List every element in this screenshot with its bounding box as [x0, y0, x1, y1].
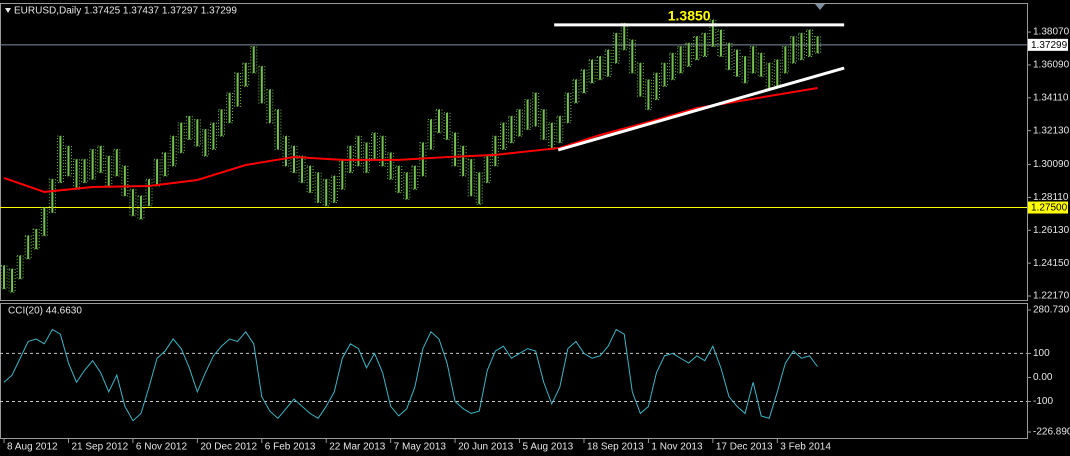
menu-arrow[interactable] [5, 8, 11, 13]
y-tick-label: 1.22170 [1033, 291, 1070, 302]
price-label-box [1028, 38, 1068, 51]
y-tick-label: 1.32130 [1033, 125, 1070, 136]
y-tick-label: 1.36090 [1033, 60, 1070, 71]
x-tick-label: 3 Feb 2014 [780, 442, 831, 453]
x-tick-label: 7 May 2013 [394, 442, 447, 453]
y-tick-label: 1.38070 [1033, 27, 1070, 38]
y-tick-label: 1.28110 [1033, 192, 1069, 203]
x-tick-label: 8 Aug 2012 [7, 442, 58, 453]
moving-average [3, 87, 818, 193]
trend-line [557, 66, 845, 152]
y-tick-label: 1.30090 [1033, 159, 1070, 170]
x-tick-label: 1 Nov 2013 [651, 442, 703, 453]
x-tick-label: 22 Mar 2013 [329, 442, 386, 453]
cci-panel [0, 303, 1028, 439]
y-tick-label: 1.24150 [1033, 258, 1070, 269]
x-tick-label: 18 Sep 2013 [587, 442, 644, 453]
y-tick-label: -100 [1033, 396, 1053, 407]
x-tick-label: 20 Jun 2013 [458, 442, 513, 453]
y-tick-label: 100 [1033, 348, 1050, 359]
price-label: 1.37299 [1031, 40, 1068, 51]
shift-marker [815, 4, 825, 10]
trend-line-label: 1.3850 [668, 8, 711, 24]
y-tick-label: 1.34110 [1033, 92, 1069, 103]
chart-title: EURUSD,Daily 1.37425 1.37437 1.37297 1.3… [14, 6, 237, 17]
cci-line [3, 328, 818, 422]
y-tick-label: 0.00 [1033, 372, 1053, 383]
y-tick-label: -226.8905 [1033, 427, 1070, 438]
x-tick-label: 5 Aug 2013 [523, 442, 574, 453]
x-tick-label: 20 Dec 2012 [200, 442, 257, 453]
price-label-box [1028, 201, 1068, 214]
x-tick-label: 17 Dec 2013 [716, 442, 773, 453]
x-tick-label: 6 Nov 2012 [136, 442, 188, 453]
y-tick-label: 1.26130 [1033, 225, 1070, 236]
price-label: 1.27500 [1031, 203, 1068, 214]
x-tick-label: 21 Sep 2012 [71, 442, 128, 453]
price-panel [0, 3, 1028, 301]
cci-title: CCI(20) 44.6630 [8, 306, 82, 317]
x-tick-label: 6 Feb 2013 [265, 442, 316, 453]
